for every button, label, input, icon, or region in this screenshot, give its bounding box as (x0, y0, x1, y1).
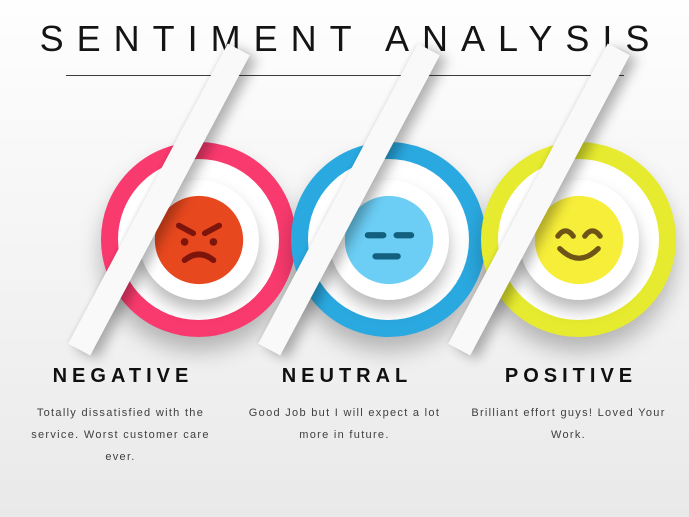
positive-badge (448, 43, 676, 356)
sentiment-card-neutral: NEUTRAL Good Job but I will expect a lot… (239, 43, 486, 468)
sentiment-description-positive: Brilliant effort guys! Loved Your Work. (471, 407, 666, 441)
sentiment-card-positive: POSITIVE Brilliant effort guys! Loved Yo… (448, 43, 676, 468)
sentiment-label-negative: NEGATIVE (52, 365, 194, 387)
positive-emoji-circle (518, 179, 639, 300)
sentiment-description-negative: Totally dissatisfied with the service. W… (31, 407, 210, 463)
sentiment-analysis-infographic: SENTIMENT ANALYSIS (0, 0, 689, 468)
title-divider (65, 75, 624, 76)
sentiment-row: NEGATIVE Totally dissatisfied with the s… (0, 43, 689, 468)
angry-face-icon (154, 195, 243, 284)
happy-face-icon (534, 195, 623, 284)
sentiment-label-neutral: NEUTRAL (281, 365, 413, 387)
sentiment-card-negative: NEGATIVE Totally dissatisfied with the s… (15, 43, 296, 468)
neutral-badge (258, 43, 486, 356)
sentiment-description-neutral: Good Job but I will expect a lot more in… (248, 407, 441, 441)
negative-ring (101, 142, 296, 337)
neutral-face-icon (344, 195, 433, 284)
page-title: SENTIMENT ANALYSIS (39, 18, 663, 59)
sentiment-label-positive: POSITIVE (504, 365, 638, 387)
negative-badge (68, 43, 296, 356)
header: SENTIMENT ANALYSIS (0, 0, 689, 76)
